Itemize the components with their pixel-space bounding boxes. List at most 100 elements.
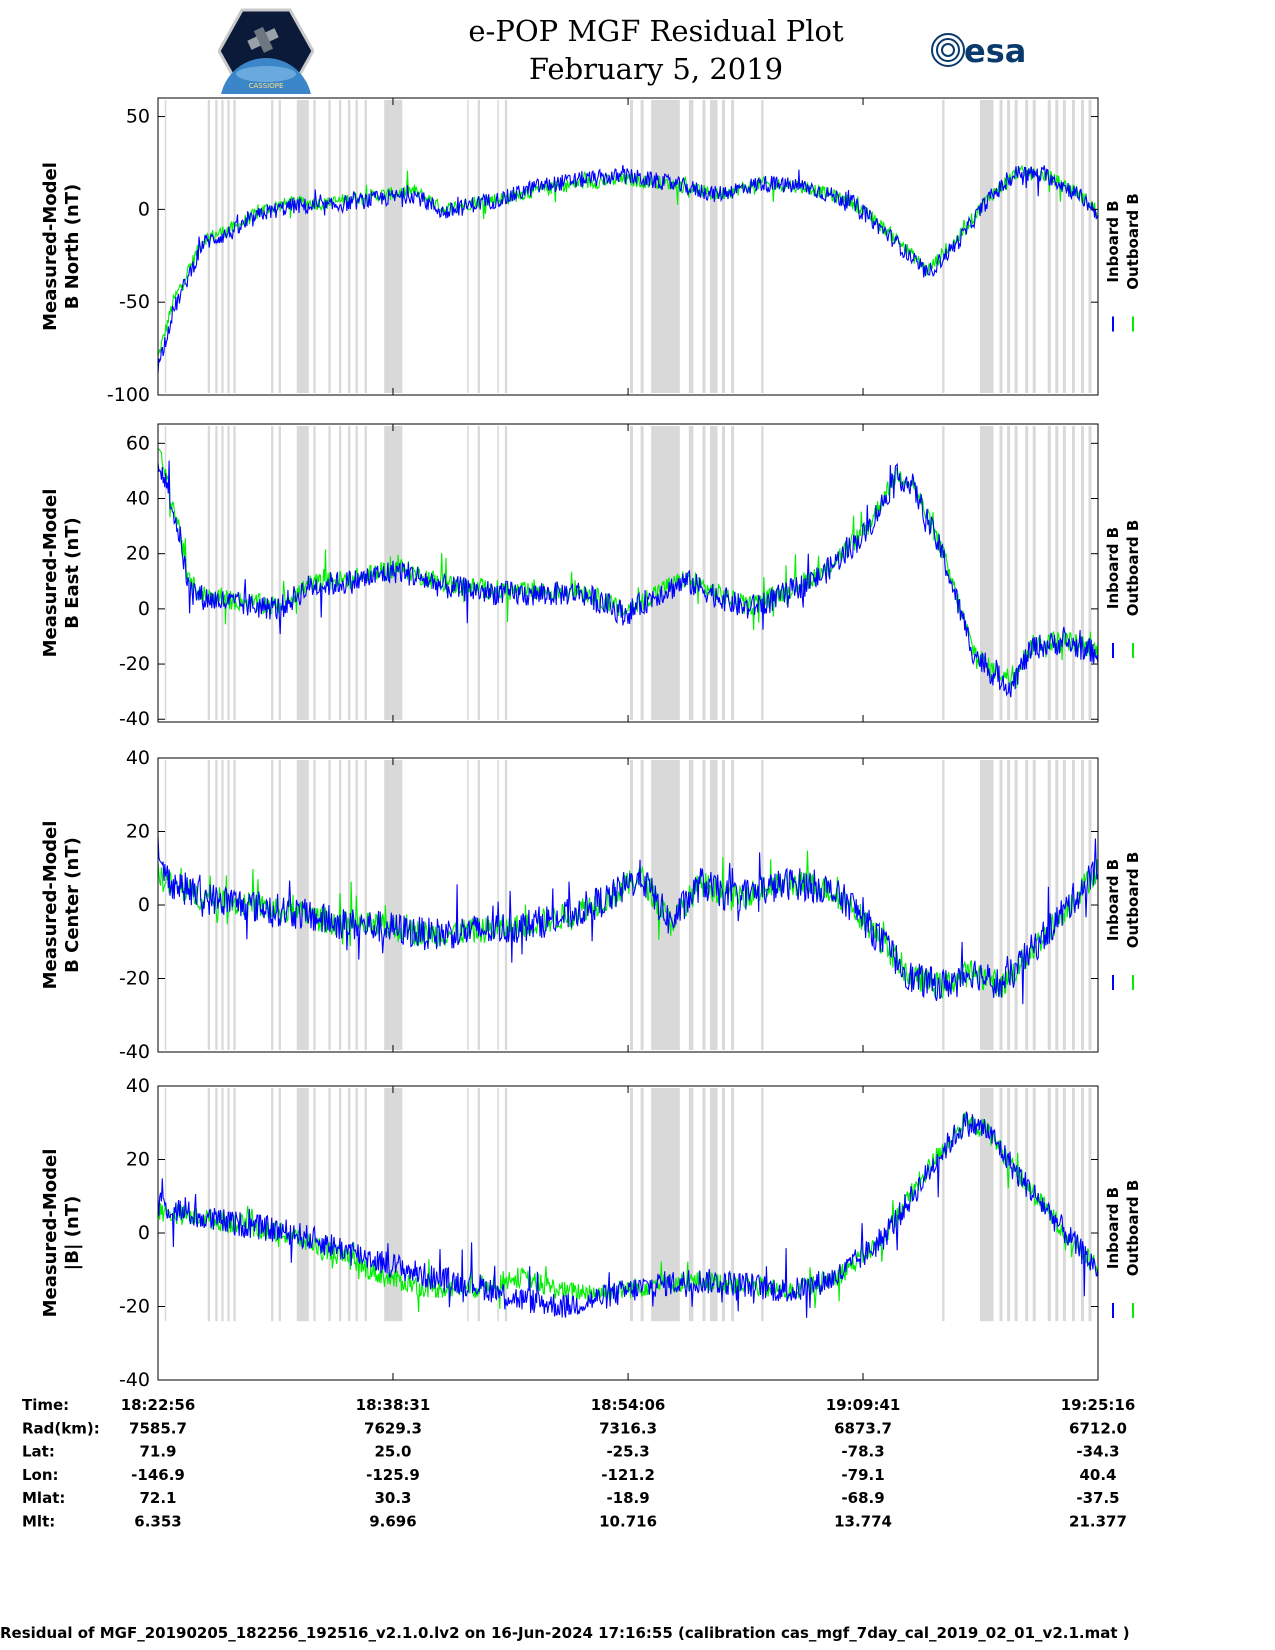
data-gap <box>761 100 764 393</box>
data-gap <box>1055 1088 1059 1322</box>
series-line-inboard-b <box>158 460 1098 698</box>
data-gap <box>271 426 274 720</box>
data-gap <box>384 100 403 393</box>
legend-label: Inboard B <box>1104 200 1122 282</box>
data-gap <box>215 1088 218 1322</box>
y-axis-label: Measured-Model <box>40 162 61 331</box>
data-gap <box>355 1088 358 1322</box>
data-gap <box>688 760 694 1050</box>
data-gap <box>999 760 1003 1050</box>
info-cell: 21.377 <box>1069 1513 1127 1531</box>
data-gap <box>364 760 367 1050</box>
data-gap-shading <box>164 760 1092 1050</box>
data-gap <box>278 426 281 720</box>
data-gap <box>1047 426 1051 720</box>
y-tick-label: -40 <box>119 1041 150 1063</box>
data-gap <box>1080 760 1084 1050</box>
data-gap <box>364 426 367 720</box>
data-gap <box>702 1088 706 1322</box>
info-cell: 9.696 <box>369 1513 416 1531</box>
panel-total: 40 20 0 -20 -40 Measured-Model |B| (nT) Inboard… <box>40 1075 1142 1391</box>
y-tick-label: 40 <box>126 1075 150 1097</box>
data-gap <box>296 1088 309 1322</box>
data-gap <box>1007 760 1011 1050</box>
data-gap <box>1080 1088 1084 1322</box>
info-cell: -78.3 <box>841 1443 884 1461</box>
legend-label: Inboard B <box>1104 1187 1122 1269</box>
info-cell: 18:22:56 <box>121 1396 196 1414</box>
data-gap <box>630 1088 634 1322</box>
info-cell: 7629.3 <box>364 1419 422 1437</box>
data-gap <box>1032 100 1036 393</box>
info-cell: 6873.7 <box>834 1419 892 1437</box>
data-gap <box>942 426 945 720</box>
data-gap <box>979 760 994 1050</box>
y-axis-label: |B| (nT) <box>62 1196 83 1271</box>
data-gap <box>640 1088 644 1322</box>
info-cell: -125.9 <box>366 1466 420 1484</box>
data-gap <box>630 426 634 720</box>
data-gap <box>355 100 358 393</box>
data-gap <box>1025 426 1029 720</box>
data-gap <box>504 1088 508 1322</box>
data-gap <box>999 1088 1003 1322</box>
data-gap <box>722 100 726 393</box>
legend-label: Inboard B <box>1104 527 1122 609</box>
data-gap <box>1007 426 1011 720</box>
data-gap <box>215 426 218 720</box>
data-gap <box>364 1088 367 1322</box>
data-gap <box>1047 760 1051 1050</box>
y-axis-label: Measured-Model <box>40 821 61 990</box>
data-gap <box>1014 1088 1018 1322</box>
data-gap <box>497 100 499 393</box>
data-gap <box>164 426 167 720</box>
data-gap <box>164 760 167 1050</box>
data-gap <box>477 100 480 393</box>
x-axis-info-table: Time: 18:22:56 18:38:31 18:54:06 19:09:41 19:… <box>22 1396 1135 1531</box>
y-tick-label: 40 <box>126 747 150 769</box>
info-cell: -25.3 <box>606 1443 649 1461</box>
info-cell: 6.353 <box>134 1513 181 1531</box>
data-gap <box>722 1088 726 1322</box>
data-gap <box>731 100 735 393</box>
y-tick-label: 0 <box>138 1222 150 1244</box>
data-gap <box>999 100 1003 393</box>
data-gap <box>278 760 281 1050</box>
data-gap <box>504 760 508 1050</box>
y-axis-label: B Center (nT) <box>62 837 83 973</box>
info-row-label: Lat: <box>22 1443 55 1461</box>
info-cell: -37.5 <box>1076 1489 1119 1507</box>
y-axis-label: B East (nT) <box>62 517 83 629</box>
data-gap <box>1071 100 1075 393</box>
data-gap <box>1071 1088 1075 1322</box>
data-gap <box>313 426 316 720</box>
data-gap <box>1062 1088 1066 1322</box>
data-gap <box>709 1088 718 1322</box>
data-gap <box>355 426 358 720</box>
data-gap <box>504 100 508 393</box>
data-gap <box>477 426 480 720</box>
data-gap <box>1032 1088 1036 1322</box>
y-tick-label: -20 <box>119 1296 150 1318</box>
data-gap <box>313 760 316 1050</box>
data-gap <box>1014 100 1018 393</box>
data-gap <box>313 100 316 393</box>
info-cell: -146.9 <box>131 1466 185 1484</box>
data-gap <box>702 100 706 393</box>
data-gap <box>364 100 367 393</box>
info-row-label: Mlt: <box>22 1513 55 1531</box>
data-gap <box>1062 426 1066 720</box>
y-tick-label: -20 <box>119 968 150 990</box>
y-tick-label: 0 <box>138 598 150 620</box>
data-gap <box>278 100 281 393</box>
svg-text:esa: esa <box>964 32 1026 70</box>
data-gap <box>221 426 224 720</box>
data-gap <box>227 760 230 1050</box>
panel-north: 50 0 -50 -100 Measured-Model B North (nT) Inbo… <box>40 97 1142 406</box>
data-gap <box>477 1088 480 1322</box>
series-line-inboard-b <box>158 836 1098 1005</box>
data-gap <box>328 100 331 393</box>
data-gap <box>467 760 469 1050</box>
y-axis-label: Measured-Model <box>40 1149 61 1318</box>
